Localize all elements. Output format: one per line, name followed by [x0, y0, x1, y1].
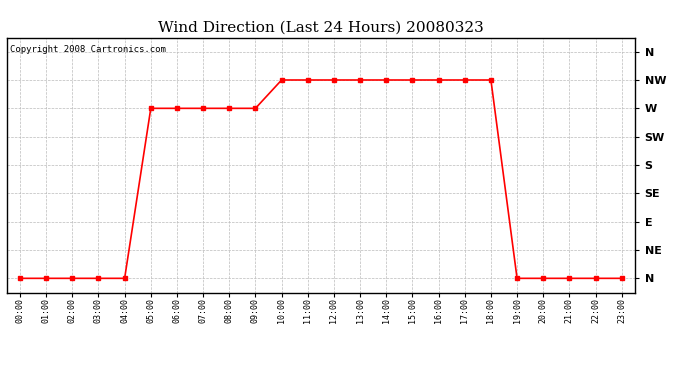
Text: Copyright 2008 Cartronics.com: Copyright 2008 Cartronics.com: [10, 45, 166, 54]
Title: Wind Direction (Last 24 Hours) 20080323: Wind Direction (Last 24 Hours) 20080323: [158, 21, 484, 35]
